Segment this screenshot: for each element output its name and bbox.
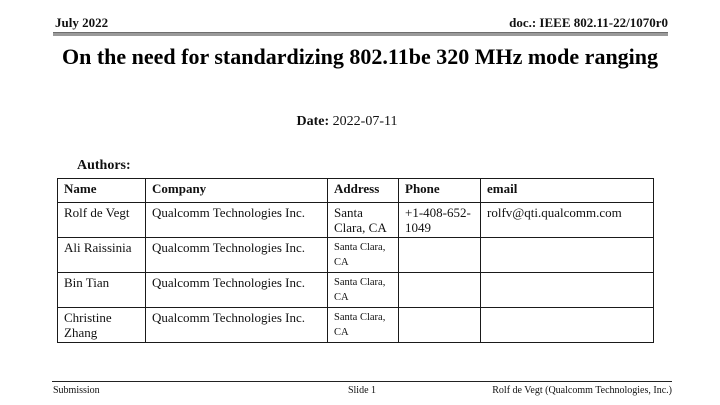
phone-cell: +1-408-652-1049 (398, 202, 481, 238)
column-header-email: email (480, 178, 654, 203)
date-line: Date: 2022-07-11 (0, 113, 694, 130)
footer-slide-number: Slide 1 (347, 385, 377, 396)
phone-cell (398, 237, 481, 273)
footer-author: Rolf de Vegt (Qualcomm Technologies, Inc… (492, 385, 672, 396)
table-row: Rolf de Vegt Qualcomm Technologies Inc. … (57, 202, 654, 238)
email-cell (480, 237, 654, 273)
footer-divider (52, 381, 672, 382)
address-cell: Santa Clara, CA (327, 237, 399, 273)
authors-table: Name Company Address Phone email Rolf de… (57, 178, 654, 343)
date-value: 2022-07-11 (332, 114, 398, 129)
column-header-phone: Phone (398, 178, 481, 203)
table-row: Ali Raissinia Qualcomm Technologies Inc.… (57, 237, 654, 273)
address-cell: Santa Clara, CA (327, 202, 399, 238)
author-name-cell: Christine Zhang (57, 307, 146, 343)
company-cell: Qualcomm Technologies Inc. (145, 272, 328, 308)
header-date-text: July 2022 (55, 15, 109, 30)
author-name-cell: Bin Tian (57, 272, 146, 308)
email-cell (480, 307, 654, 343)
column-header-address: Address (327, 178, 399, 203)
author-name-cell: Ali Raissinia (57, 237, 146, 273)
phone-cell (398, 272, 481, 308)
column-header-company: Company (145, 178, 328, 203)
email-cell: rolfv@qti.qualcomm.com (480, 202, 654, 238)
phone-cell (398, 307, 481, 343)
address-cell: Santa Clara, CA (327, 307, 399, 343)
column-header-name: Name (57, 178, 146, 203)
header-divider (53, 32, 668, 36)
header-doc-number: doc.: IEEE 802.11-22/1070r0 (509, 15, 668, 30)
company-cell: Qualcomm Technologies Inc. (145, 307, 328, 343)
email-cell (480, 272, 654, 308)
company-cell: Qualcomm Technologies Inc. (145, 202, 328, 238)
company-cell: Qualcomm Technologies Inc. (145, 237, 328, 273)
table-header-row: Name Company Address Phone email (57, 178, 654, 203)
footer-submission: Submission (53, 385, 100, 396)
slide-header: July 2022 doc.: IEEE 802.11-22/1070r0 (55, 15, 668, 30)
date-label: Date: (296, 114, 330, 129)
address-cell: Santa Clara, CA (327, 272, 399, 308)
author-name-cell: Rolf de Vegt (57, 202, 146, 238)
table-row: Christine Zhang Qualcomm Technologies In… (57, 307, 654, 343)
authors-heading: Authors: (77, 158, 131, 173)
table-row: Bin Tian Qualcomm Technologies Inc. Sant… (57, 272, 654, 308)
slide-title: On the need for standardizing 802.11be 3… (61, 44, 659, 69)
